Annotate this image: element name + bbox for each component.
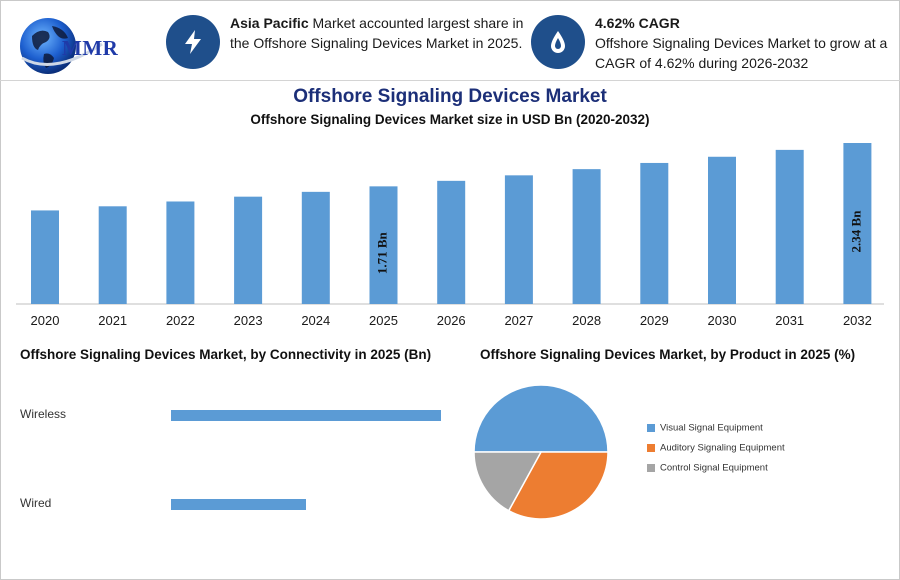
lightning-icon bbox=[166, 15, 220, 69]
x-tick-label: 2031 bbox=[775, 313, 804, 328]
chart-subtitle: Offshore Signaling Devices Market size i… bbox=[250, 112, 650, 127]
bar-2029 bbox=[640, 162, 669, 304]
x-tick-label: 2023 bbox=[234, 313, 263, 328]
x-tick-label: 2029 bbox=[640, 313, 669, 328]
bar-2032 bbox=[843, 143, 872, 304]
x-tick-label: 2020 bbox=[31, 313, 60, 328]
x-tick-label: 2024 bbox=[301, 313, 330, 328]
info-card-body: Offshore Signaling Devices Market to gro… bbox=[595, 35, 888, 71]
bar-2024 bbox=[301, 191, 330, 304]
mmr-logo bbox=[20, 18, 103, 74]
info-card-bold: 4.62% CAGR bbox=[595, 15, 680, 31]
pie-slice-1 bbox=[473, 384, 609, 453]
x-tick-label: 2025 bbox=[369, 313, 398, 328]
logo-text: MMR bbox=[62, 36, 119, 60]
bar-2023 bbox=[234, 196, 263, 304]
connectivity-bar-chart: Wireless Wired bbox=[20, 407, 441, 510]
x-tick-label: 2021 bbox=[98, 313, 127, 328]
legend-swatch bbox=[647, 424, 655, 432]
connectivity-section-title: Offshore Signaling Devices Market, by Co… bbox=[20, 347, 432, 362]
info-card-text: Asia Pacific Market accounted largest sh… bbox=[230, 13, 526, 53]
info-card-text: 4.62% CAGR Offshore Signaling Devices Mar… bbox=[595, 13, 891, 73]
bar-2026 bbox=[437, 180, 466, 304]
market-size-bar-chart: 2020 2021 2022 2023 2024 2025 1.71 Bn 2026 2027 2… bbox=[16, 143, 884, 328]
chart-title: Offshore Signaling Devices Market bbox=[293, 86, 607, 107]
legend-swatch bbox=[647, 444, 655, 452]
bar-data-label: 1.71 Bn bbox=[374, 231, 389, 274]
info-card-cagr: 4.62% CAGR Offshore Signaling Devices Mar… bbox=[531, 13, 891, 73]
info-card-bold: Asia Pacific bbox=[230, 15, 309, 31]
category-label: Wireless bbox=[20, 407, 66, 421]
x-tick-label: 2022 bbox=[166, 313, 195, 328]
x-tick-label: 2030 bbox=[708, 313, 737, 328]
bar-data-label: 2.34 Bn bbox=[848, 210, 863, 253]
legend-label: Visual Signal Equipment bbox=[660, 423, 763, 434]
bar-2021 bbox=[98, 206, 127, 304]
x-tick-label: 2028 bbox=[572, 313, 601, 328]
info-card-region: Asia Pacific Market accounted largest sh… bbox=[166, 13, 526, 69]
bar-2030 bbox=[708, 156, 736, 304]
bar-2031 bbox=[775, 149, 804, 304]
category-label: Wired bbox=[20, 496, 51, 510]
bar-2022 bbox=[166, 201, 195, 304]
legend-label: Auditory Signaling Equipment bbox=[660, 443, 785, 454]
pie-slice-2 bbox=[507, 451, 609, 520]
hbar-wired bbox=[171, 499, 306, 510]
drop-icon bbox=[531, 15, 585, 69]
pie-slice-3 bbox=[473, 451, 543, 512]
bar-2028 bbox=[572, 169, 601, 304]
x-tick-label: 2026 bbox=[437, 313, 466, 328]
product-section-title: Offshore Signaling Devices Market, by Pr… bbox=[480, 347, 856, 362]
bar-2020 bbox=[31, 210, 59, 304]
product-pie-chart: Visual Signal Equipment Auditory Signalin… bbox=[473, 384, 785, 520]
x-tick-label: 2032 bbox=[843, 313, 872, 328]
bar-2027 bbox=[504, 175, 533, 304]
header-divider bbox=[0, 80, 900, 81]
bar-2025 bbox=[369, 186, 398, 304]
x-tick-label: 2027 bbox=[504, 313, 533, 328]
hbar-wireless bbox=[171, 410, 441, 421]
legend-swatch bbox=[647, 464, 655, 472]
info-card-body: Market accounted largest share in the Of… bbox=[230, 15, 524, 51]
legend-label: Control Signal Equipment bbox=[660, 463, 768, 474]
